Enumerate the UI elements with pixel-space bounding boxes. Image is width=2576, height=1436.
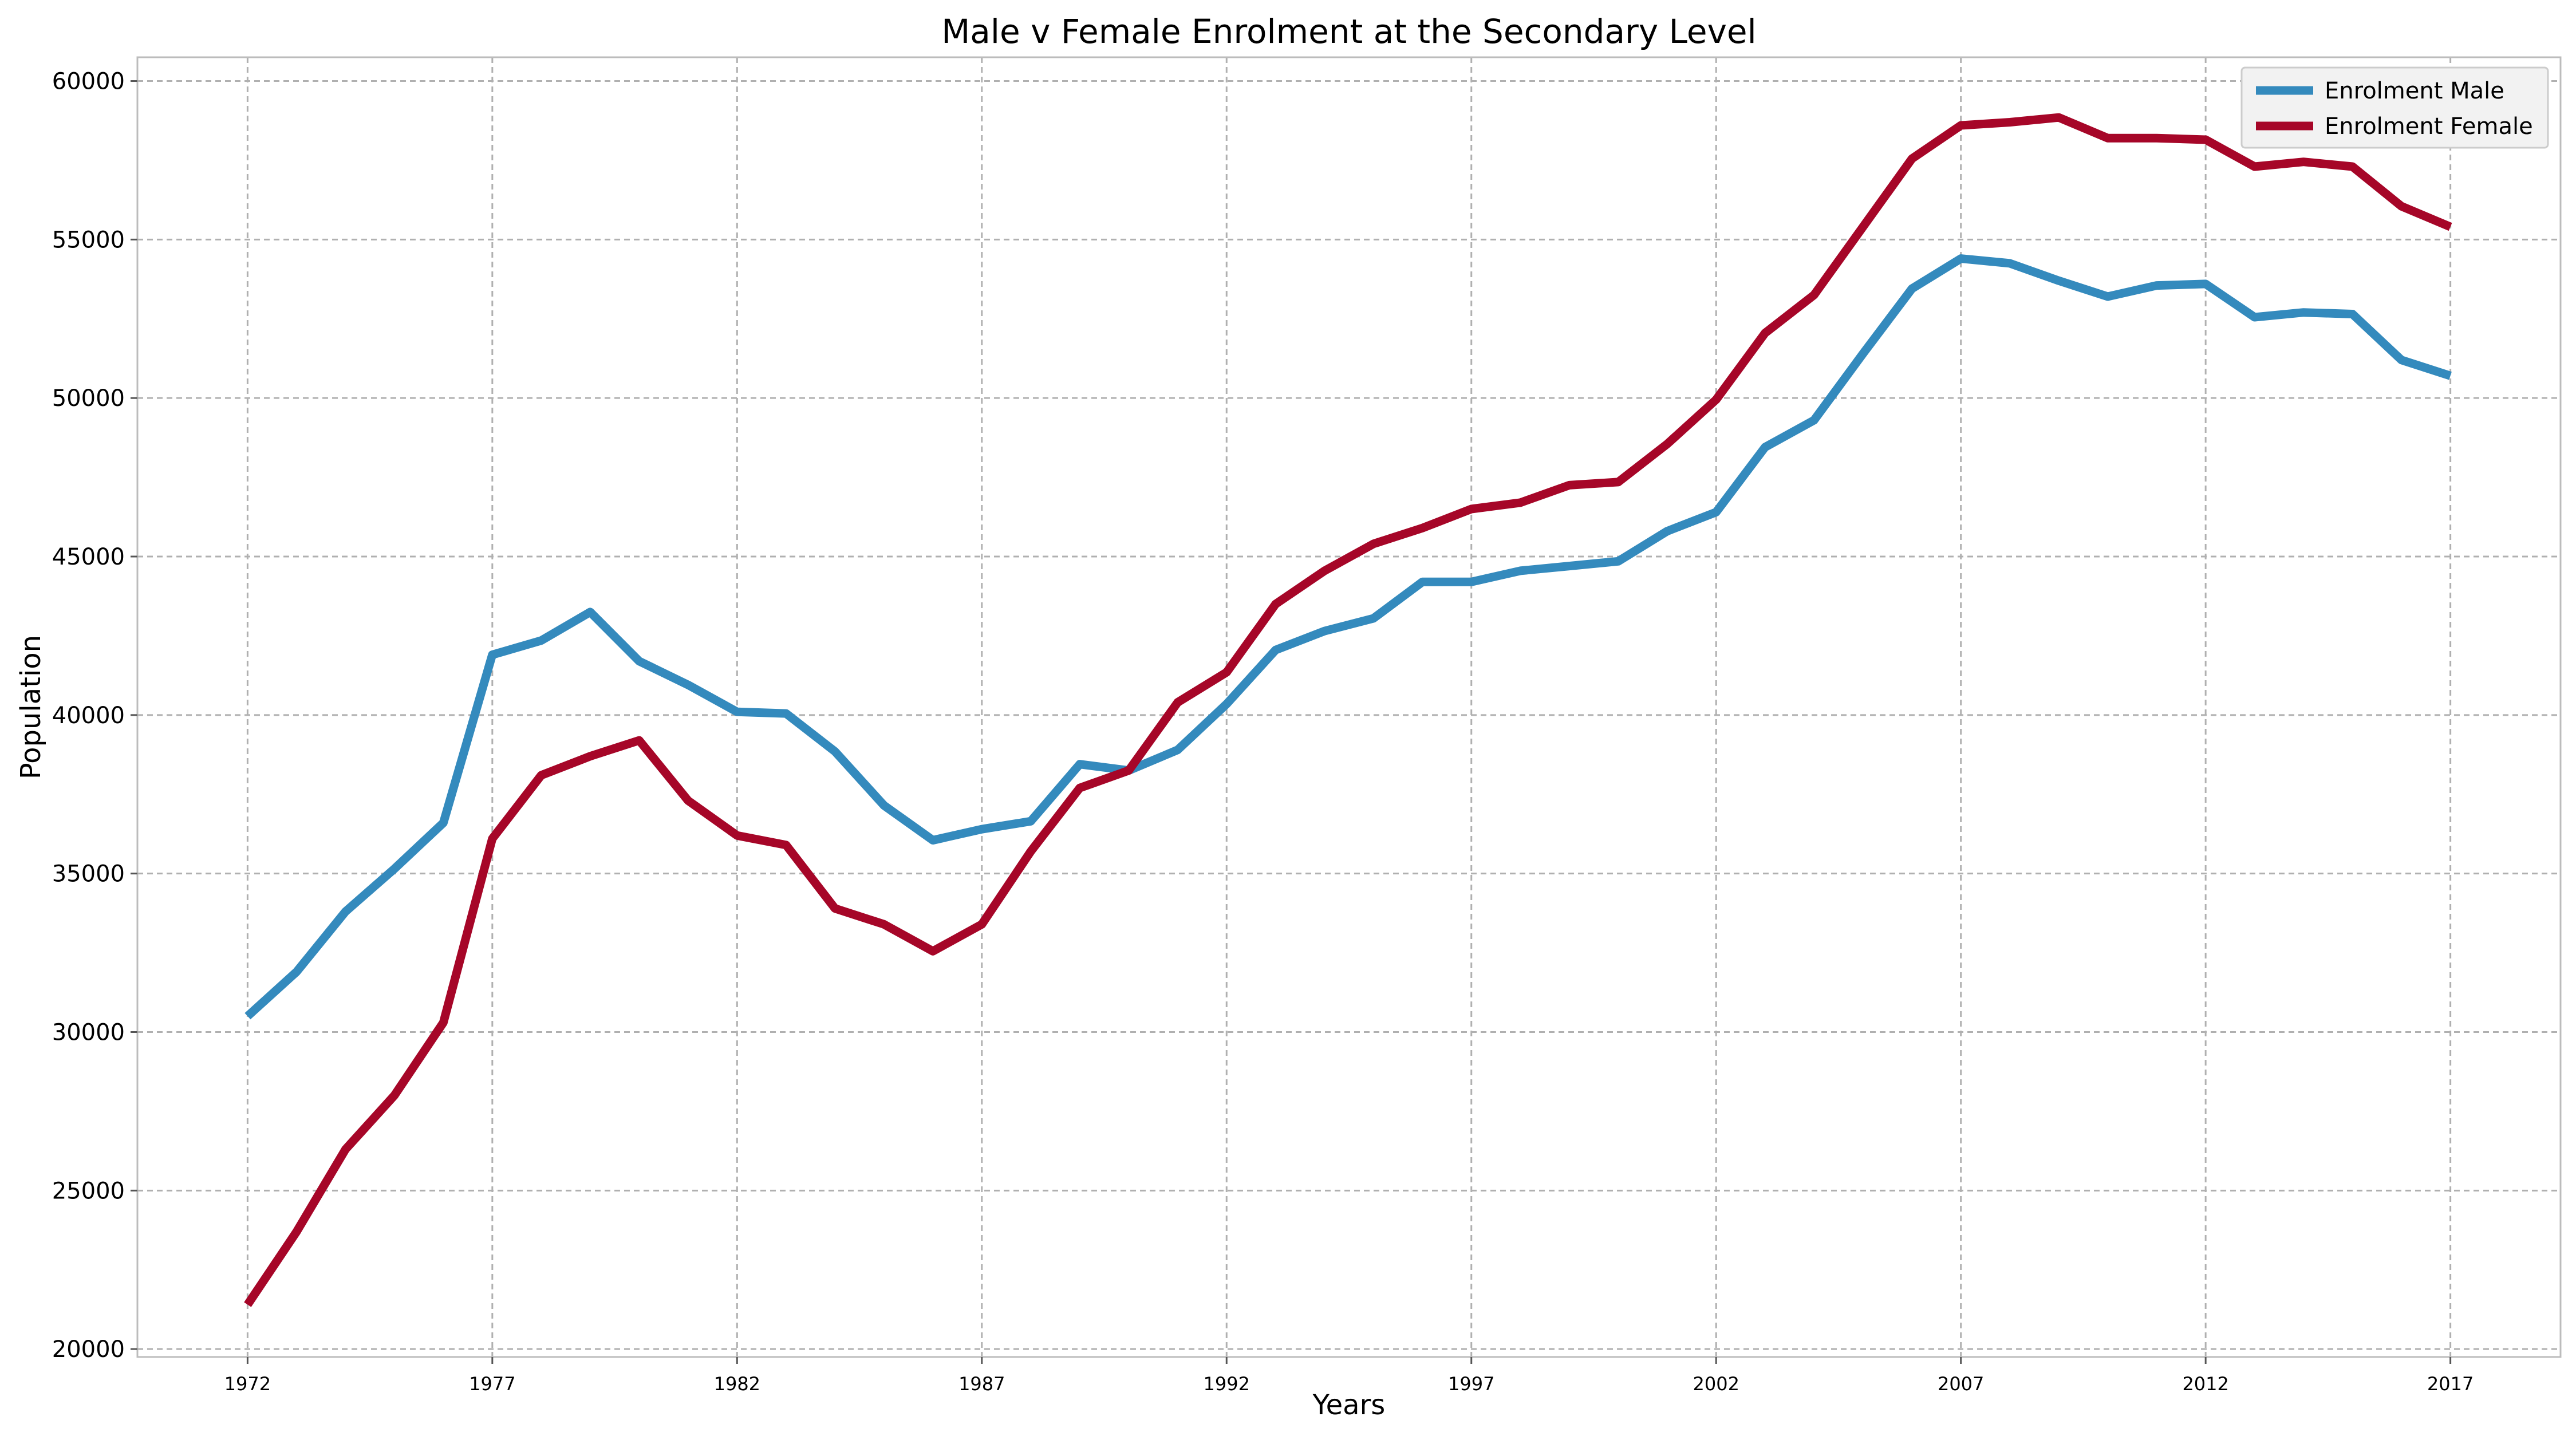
- y-tick-label: 25000: [52, 1178, 125, 1204]
- y-tick-label: 40000: [52, 703, 125, 729]
- plot-area-frame: [136, 56, 2562, 1358]
- x-tick-label: 2017: [2427, 1373, 2474, 1395]
- x-tick-label: 1972: [224, 1373, 271, 1395]
- x-tick-label: 1997: [1448, 1373, 1494, 1395]
- y-tick-label: 30000: [52, 1020, 125, 1046]
- chart-title: Male v Female Enrolment at the Secondary…: [941, 12, 1756, 51]
- y-tick-label: 55000: [52, 227, 125, 253]
- axis-ticks: 1972 1977 1982 1987 1992 1997 2002 2007 2012 2017…: [52, 69, 2474, 1395]
- x-tick-label: 1992: [1204, 1373, 1250, 1395]
- series-line-female: [244, 113, 2452, 1307]
- y-tick-label: 45000: [52, 544, 125, 570]
- x-axis-label: Years: [1312, 1389, 1386, 1421]
- legend: Enrolment Male Enrolment Female: [2240, 66, 2549, 149]
- series-line-male: [244, 254, 2452, 1020]
- series-lines: [244, 113, 2452, 1307]
- x-tick-label: 1977: [469, 1373, 515, 1395]
- legend-box: [2240, 66, 2549, 149]
- y-tick-label: 50000: [52, 385, 125, 412]
- y-axis-label: Population: [15, 635, 47, 779]
- x-tick-label: 1987: [958, 1373, 1005, 1395]
- x-tick-label: 2007: [1938, 1373, 1984, 1395]
- legend-label-female: Enrolment Female: [2325, 113, 2533, 140]
- y-tick-label: 60000: [52, 69, 125, 95]
- x-tick-label: 1982: [714, 1373, 760, 1395]
- y-tick-label: 20000: [52, 1336, 125, 1363]
- y-tick-label: 35000: [52, 861, 125, 887]
- x-tick-label: 2002: [1693, 1373, 1739, 1395]
- legend-label-male: Enrolment Male: [2325, 78, 2504, 104]
- grid-lines: [137, 57, 2561, 1357]
- x-tick-label: 2012: [2182, 1373, 2228, 1395]
